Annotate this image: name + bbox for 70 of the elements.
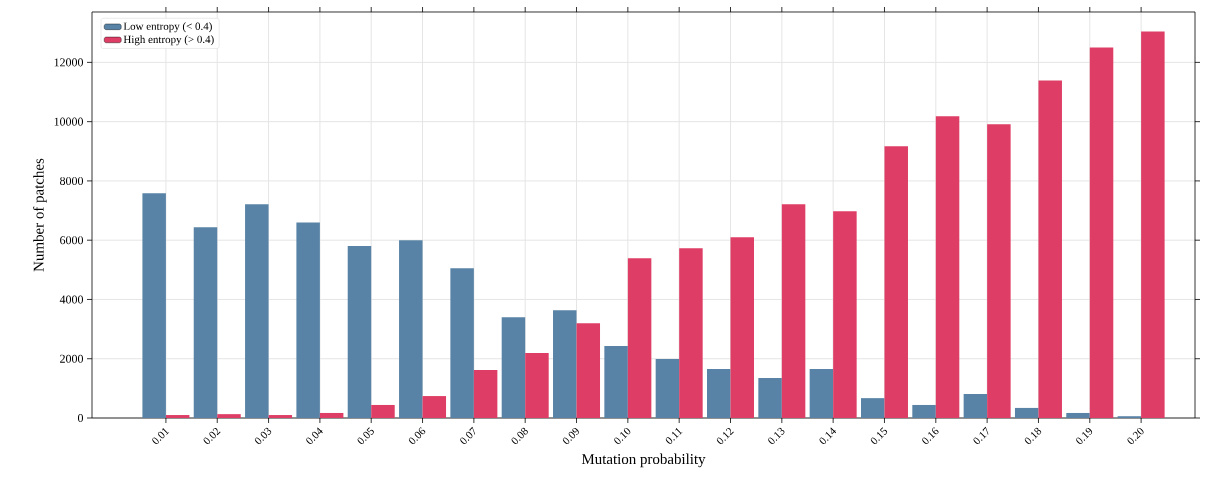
- bar: [1066, 412, 1090, 418]
- bar: [627, 258, 652, 418]
- bar: [1038, 80, 1062, 418]
- y-tick-label: 4000: [59, 295, 84, 304]
- x-tick-label: 0.14: [819, 427, 837, 445]
- bar: [1141, 31, 1165, 418]
- bar: [553, 310, 577, 418]
- bar: [758, 377, 782, 418]
- bar: [730, 237, 754, 418]
- bar: [833, 211, 857, 418]
- bar: [604, 345, 628, 418]
- bar: [371, 404, 395, 418]
- bar: [884, 146, 908, 418]
- x-tick-label: 0.13: [768, 427, 785, 445]
- bar: [501, 317, 526, 418]
- bar: [245, 204, 269, 418]
- bar: [860, 398, 885, 418]
- x-axis-title: Mutation probability: [581, 453, 706, 468]
- bar: [781, 204, 806, 418]
- bar: [987, 124, 1011, 418]
- bar: [217, 414, 241, 418]
- bar: [193, 227, 218, 418]
- x-tick-label: 0.02: [203, 427, 221, 445]
- y-tick-label: 12000: [54, 58, 84, 67]
- y-tick-label: 0: [77, 413, 84, 423]
- x-tick-label: 0.12: [716, 427, 734, 445]
- bar: [347, 246, 372, 418]
- x-tick-label: 0.11: [665, 428, 683, 444]
- x-tick-label: 0.08: [511, 427, 528, 445]
- bar: [935, 116, 960, 418]
- x-tick-label: 0.05: [357, 427, 374, 445]
- x-tick-label: 0.17: [973, 426, 989, 445]
- x-tick-label: 0.10: [614, 427, 631, 445]
- y-tick-label: 6000: [60, 236, 84, 245]
- x-tick-label: 0.16: [922, 427, 939, 445]
- bar: [525, 353, 549, 418]
- bar: [963, 394, 988, 418]
- bar: [142, 193, 166, 418]
- x-tick-label: 0.15: [870, 427, 888, 445]
- x-tick-label: 0.01: [152, 428, 170, 445]
- x-tick-label: 0.18: [1024, 427, 1042, 445]
- bar: [473, 369, 498, 418]
- bar: [268, 415, 293, 418]
- bar: [319, 412, 344, 418]
- legend-label: High entropy (> 0.4): [123, 35, 214, 46]
- bar: [809, 369, 834, 418]
- bar: [576, 323, 601, 418]
- bar: [1089, 47, 1114, 418]
- x-tick-label: 0.03: [254, 427, 272, 445]
- bar: [399, 240, 423, 418]
- x-tick-label: 0.04: [306, 427, 323, 445]
- bar: [296, 222, 320, 418]
- y-tick-label: 2000: [60, 354, 84, 363]
- x-tick-label: 0.09: [562, 427, 579, 445]
- bar: [1014, 407, 1039, 418]
- x-tick-label: 0.07: [460, 426, 476, 445]
- bar: [707, 369, 731, 418]
- x-tick-label: 0.06: [408, 427, 426, 445]
- bar: [422, 396, 447, 418]
- y-tick-label: 10000: [54, 117, 84, 126]
- bar: [912, 404, 936, 418]
- bar: [655, 359, 680, 418]
- bar: [679, 248, 703, 418]
- y-axis-title: Number of patches: [33, 158, 47, 272]
- bar: [165, 415, 190, 418]
- legend-label: Low entropy (< 0.4): [123, 22, 212, 33]
- bar: [450, 268, 474, 418]
- x-tick-label: 0.20: [1127, 427, 1144, 445]
- y-tick-label: 8000: [60, 176, 84, 185]
- x-tick-label: 0.19: [1076, 427, 1093, 445]
